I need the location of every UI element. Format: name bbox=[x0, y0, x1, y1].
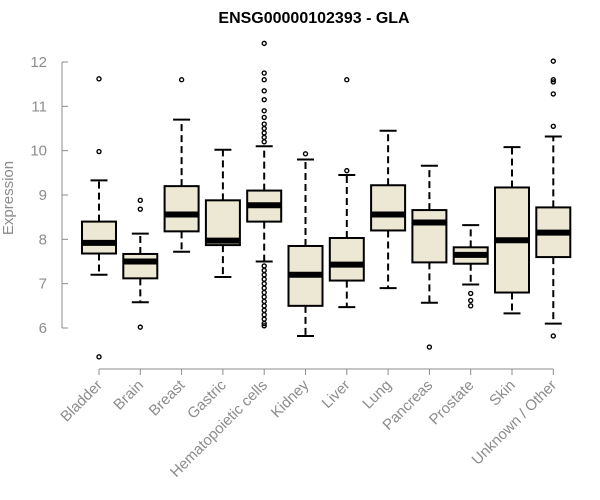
x-tick-label: Liver bbox=[319, 377, 354, 412]
iqr-box bbox=[163, 185, 200, 233]
outlier-point bbox=[261, 96, 267, 103]
outlier-point bbox=[261, 323, 267, 329]
outlier-point bbox=[468, 297, 474, 304]
outlier-point bbox=[261, 320, 267, 327]
outlier-point bbox=[261, 108, 267, 114]
chart-title: ENSG00000102393 - GLA bbox=[218, 10, 410, 27]
x-tick-label: Breast bbox=[146, 376, 189, 419]
outlier-point bbox=[261, 267, 267, 274]
outlier-point bbox=[261, 121, 267, 127]
outlier-point bbox=[261, 298, 267, 305]
outlier-point bbox=[261, 134, 267, 141]
outlier-point bbox=[426, 344, 433, 350]
outlier-point bbox=[261, 70, 267, 76]
outlier-point bbox=[550, 123, 556, 129]
outlier-point bbox=[261, 316, 267, 322]
outlier-point bbox=[96, 148, 102, 155]
outlier-point bbox=[550, 91, 556, 97]
iqr-box bbox=[370, 184, 407, 232]
box-group bbox=[370, 129, 407, 290]
outlier-point bbox=[468, 303, 474, 309]
box-group bbox=[287, 151, 324, 337]
outlier-point bbox=[137, 324, 144, 330]
outlier-point bbox=[96, 76, 102, 82]
outlier-point bbox=[261, 130, 267, 136]
x-tick-label: Bladder bbox=[57, 377, 106, 426]
y-axis: 6 7 8 9 10 11 12 bbox=[30, 54, 68, 337]
y-tick-label: 7 bbox=[39, 276, 47, 293]
outlier-point bbox=[137, 197, 144, 204]
outlier-point bbox=[261, 88, 267, 94]
box-group bbox=[122, 197, 159, 330]
outlier-point bbox=[468, 290, 474, 297]
box-group bbox=[204, 148, 241, 279]
outlier-point bbox=[302, 151, 309, 157]
box-group bbox=[328, 77, 365, 309]
outlier-point bbox=[261, 77, 267, 83]
outlier-point bbox=[550, 79, 556, 85]
outlier-point bbox=[261, 289, 267, 296]
outlier-point bbox=[261, 307, 267, 313]
iqr-box bbox=[204, 199, 241, 247]
x-tick-label: Prostate bbox=[426, 377, 478, 429]
outlier-point bbox=[550, 58, 556, 64]
outlier-point bbox=[550, 333, 556, 339]
box-group bbox=[494, 146, 530, 315]
iqr-box bbox=[81, 220, 117, 255]
outlier-point bbox=[261, 272, 267, 278]
outlier-point bbox=[344, 167, 350, 174]
box-group bbox=[452, 224, 489, 309]
x-tick-label: Skin bbox=[486, 377, 519, 410]
y-tick-label: 12 bbox=[30, 54, 47, 71]
outlier-point bbox=[261, 276, 267, 282]
y-axis-label: Expression bbox=[0, 161, 17, 235]
outlier-point bbox=[96, 354, 102, 360]
iqr-box bbox=[328, 237, 365, 282]
iqr-box bbox=[411, 209, 448, 264]
outlier-point bbox=[137, 206, 144, 212]
box-group bbox=[535, 58, 572, 339]
outlier-point bbox=[261, 312, 267, 318]
outlier-point bbox=[261, 139, 267, 145]
outlier-point bbox=[261, 285, 267, 291]
outlier-point bbox=[261, 303, 267, 309]
box-group bbox=[163, 77, 200, 253]
outlier-point bbox=[261, 294, 267, 300]
outlier-point bbox=[261, 125, 267, 132]
outlier-point bbox=[261, 280, 267, 287]
y-tick-label: 8 bbox=[39, 231, 47, 248]
box-group bbox=[411, 164, 448, 350]
x-tick-label: Brain bbox=[110, 377, 147, 414]
outlier-point bbox=[550, 77, 556, 83]
x-tick-label: Kidney bbox=[268, 376, 313, 421]
outlier-point bbox=[261, 263, 267, 269]
boxes-layer bbox=[81, 40, 572, 360]
y-tick-label: 10 bbox=[30, 143, 47, 160]
outlier-point bbox=[344, 77, 350, 83]
outlier-point bbox=[261, 114, 267, 121]
box-group bbox=[246, 40, 283, 329]
outlier-point bbox=[178, 77, 185, 83]
y-tick-label: 9 bbox=[39, 187, 47, 204]
iqr-box bbox=[122, 252, 159, 280]
x-tick-label: Lung bbox=[359, 377, 395, 413]
box-group bbox=[81, 76, 117, 360]
y-tick-label: 11 bbox=[31, 98, 47, 115]
outlier-point bbox=[261, 40, 267, 47]
y-tick-label: 6 bbox=[39, 320, 47, 337]
